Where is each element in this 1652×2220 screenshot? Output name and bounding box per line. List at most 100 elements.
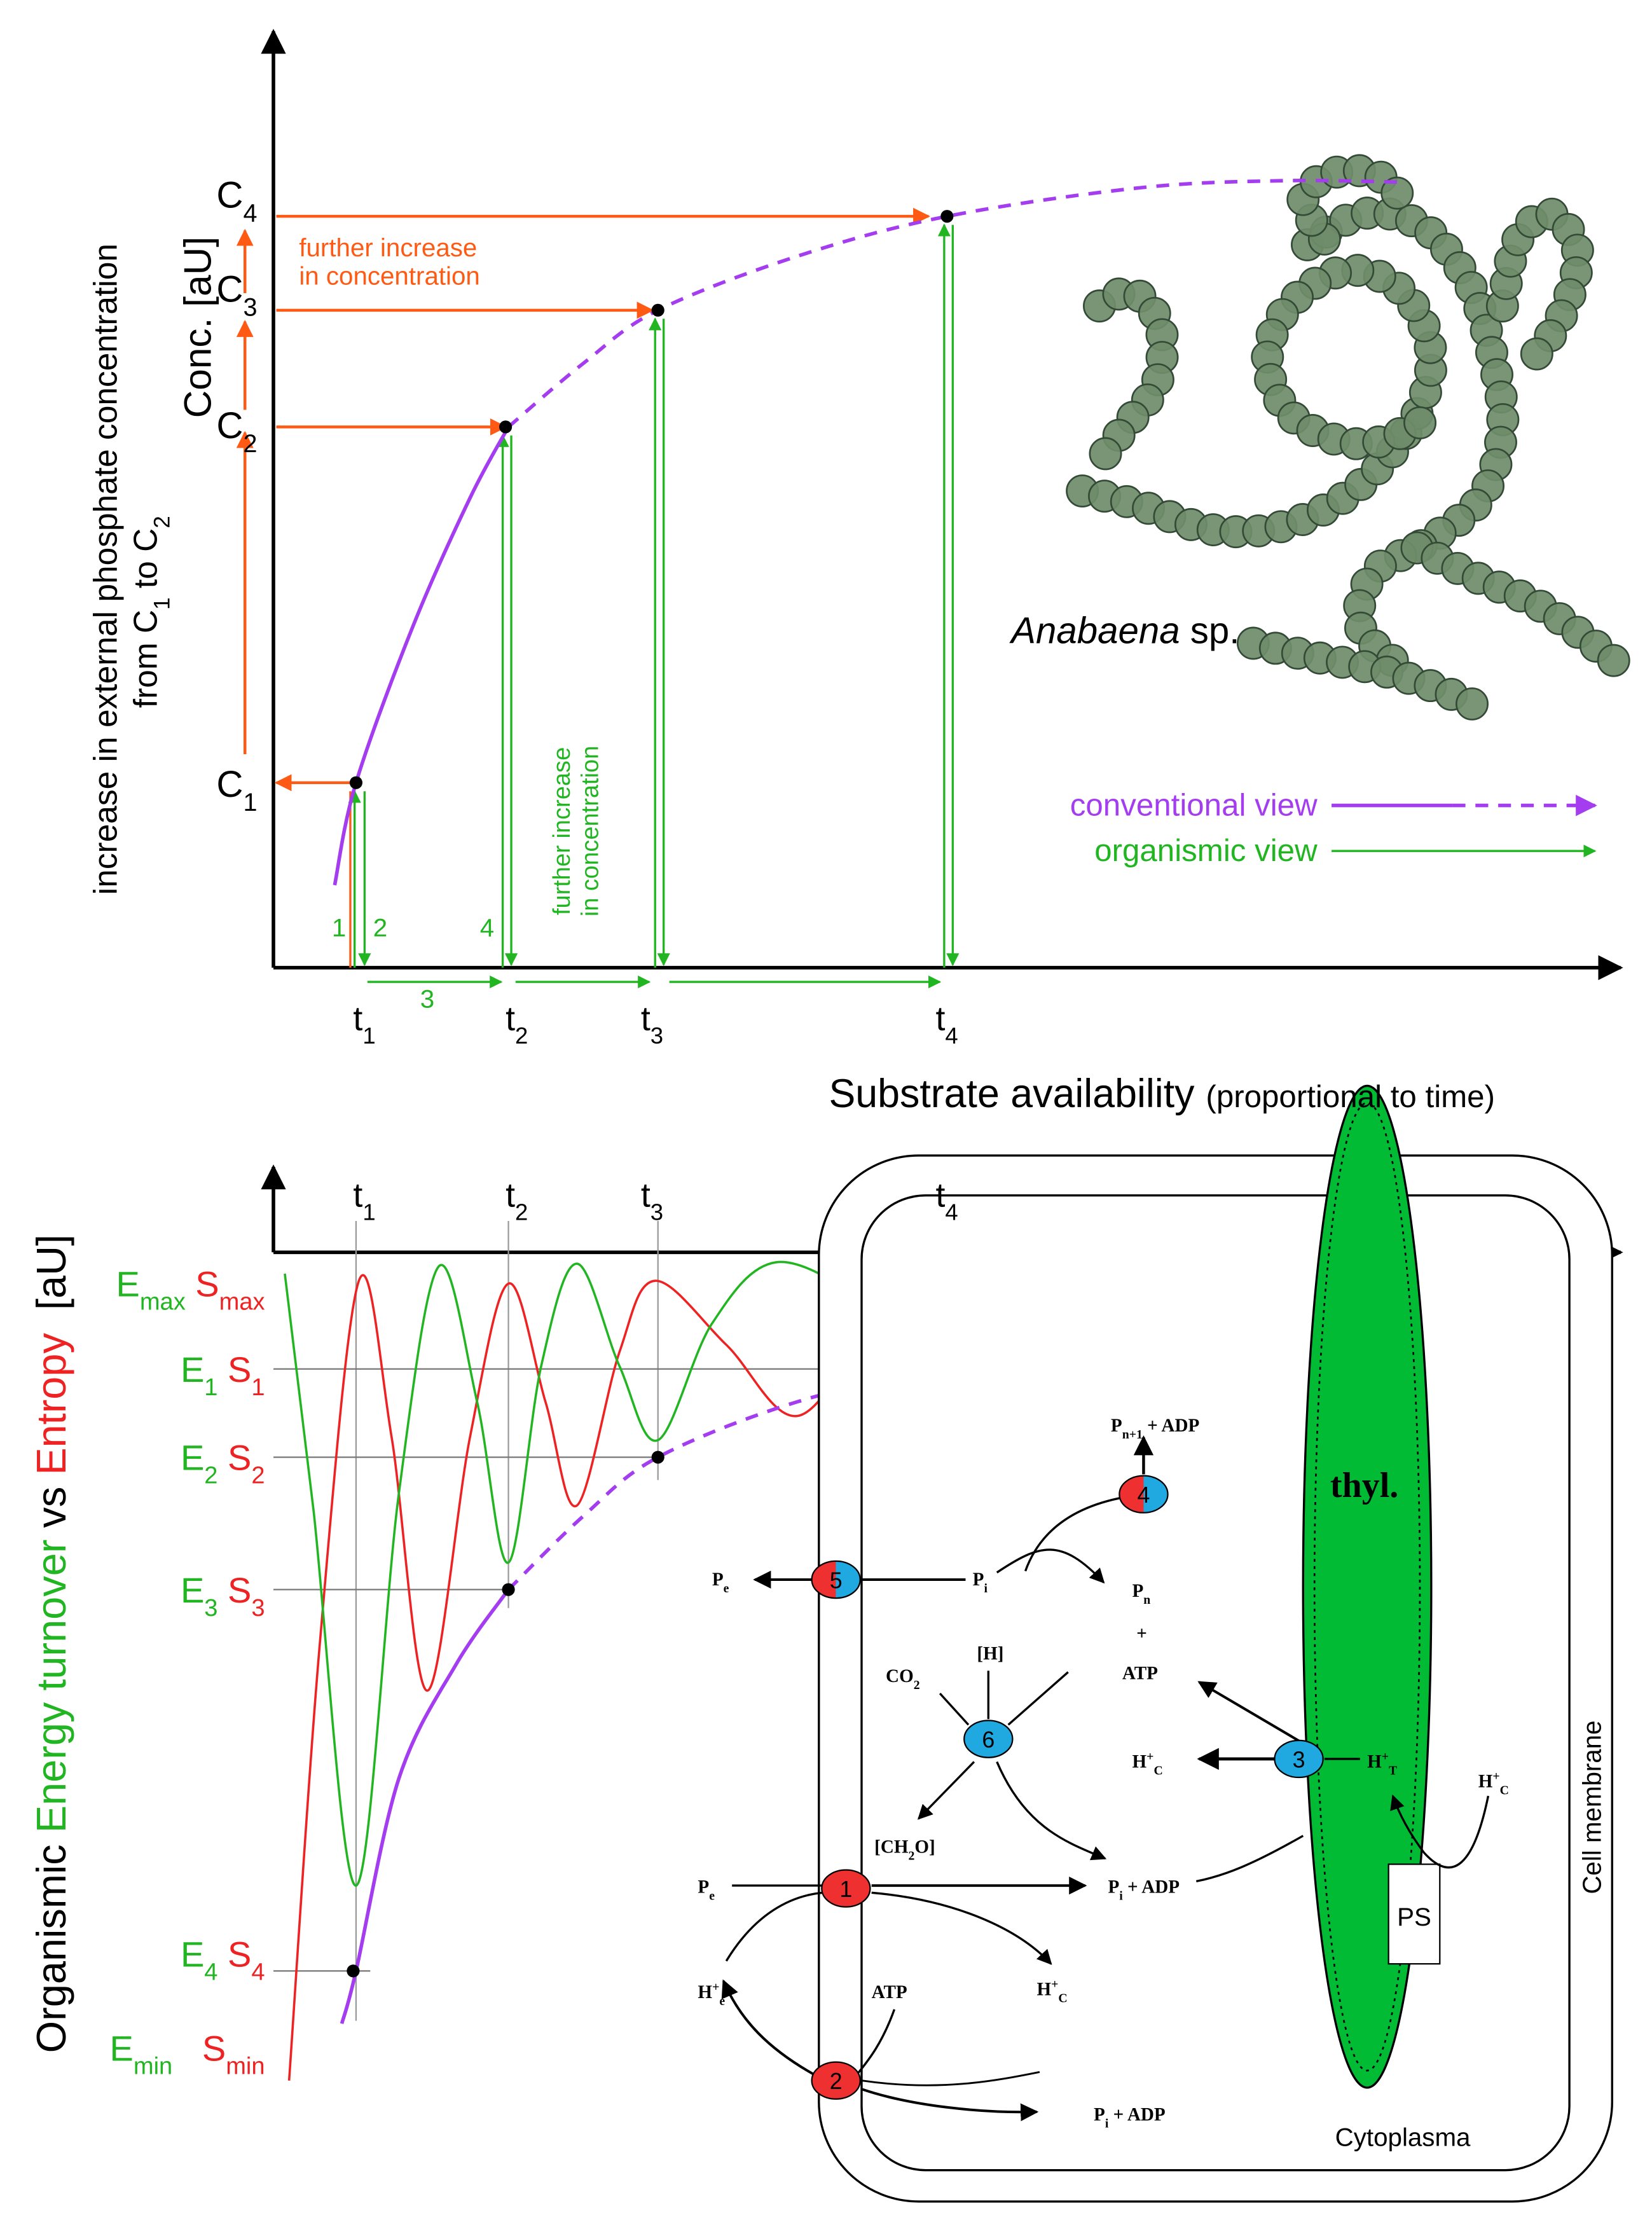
label: ATP	[872, 1982, 907, 2003]
text-part: vs	[28, 1475, 74, 1540]
text-part: n	[1143, 1593, 1150, 1607]
c-level: C4	[216, 175, 257, 228]
photosystem	[1387, 1863, 1441, 1965]
text-part: H	[1132, 1751, 1147, 1772]
text-part: +	[1492, 1770, 1499, 1784]
note: further increase	[299, 233, 477, 262]
species: Anabaena sp.	[1009, 610, 1239, 652]
text-part: 1	[204, 1374, 217, 1401]
cell-labels: Pe Pi Pn+1 + ADP Pn + ATP CO2 [H] [CH2O]…	[698, 1416, 1606, 2151]
thylakoid	[1302, 1084, 1433, 2089]
filament-cell	[1597, 644, 1630, 677]
text-part: i	[984, 1582, 988, 1596]
cytoplasm-label: Cytoplasma	[1335, 2123, 1471, 2152]
arrow	[1195, 1835, 1304, 1883]
text-part: t	[641, 1000, 650, 1038]
text-part: C	[1500, 1784, 1509, 1798]
text-part: E	[110, 2028, 134, 2068]
text-part: 2	[909, 1849, 915, 1863]
text-part: O]	[914, 1837, 935, 1858]
text-part: 2	[251, 1463, 265, 1489]
text-part: t	[353, 1000, 362, 1038]
label: ATP	[1122, 1664, 1158, 1684]
label: +	[1136, 1624, 1147, 1644]
level: Emax Smax	[116, 1264, 265, 1316]
conventional-curve	[507, 179, 1403, 429]
text-part: E	[116, 1264, 139, 1304]
arrow	[861, 2071, 1040, 2086]
text-part: max	[219, 1289, 265, 1316]
arrow	[996, 1761, 1107, 1861]
point	[651, 1451, 664, 1464]
text-part: +	[1146, 1749, 1153, 1763]
arrow	[721, 1979, 816, 2076]
text-part: from C	[127, 610, 163, 708]
text-part: P	[1111, 1416, 1122, 1436]
step: 4	[480, 914, 494, 942]
text-part: min	[226, 2053, 265, 2079]
text-part: 1	[251, 1374, 265, 1401]
text-part: +	[1051, 1977, 1058, 1991]
node	[821, 1869, 871, 1908]
text-part: 4	[251, 1959, 265, 1986]
text-part: 4	[945, 1023, 958, 1049]
text-part: 1	[149, 597, 174, 609]
level: E3 S3	[181, 1570, 265, 1622]
text-part: + ADP	[1123, 1877, 1180, 1897]
text-part: +	[1382, 1749, 1389, 1763]
text-part: E	[181, 1349, 204, 1389]
text-part: 2	[149, 516, 174, 528]
text-part: Organismic	[28, 1833, 74, 2053]
text-part: n+1	[1122, 1428, 1143, 1442]
label: H+C	[1036, 1977, 1067, 2005]
text-part: e	[724, 1582, 729, 1596]
text-part: CO	[886, 1666, 914, 1686]
shapes	[236, 29, 1630, 2203]
node	[963, 1720, 1014, 1758]
text-part: P	[1132, 1581, 1144, 1601]
label: Pi + ADP	[1108, 1877, 1180, 1903]
y-axis-label: increase in external phosphate concentra…	[87, 244, 124, 895]
text-part: S	[217, 1570, 251, 1610]
arrow	[996, 1548, 1105, 1584]
step: 3	[420, 984, 434, 1013]
text-part: [CH	[874, 1837, 909, 1858]
point	[651, 303, 664, 317]
text-part: P	[712, 1569, 724, 1590]
filament-cell	[1456, 687, 1489, 720]
label: Pn	[1132, 1581, 1151, 1607]
text-part: H	[698, 1982, 712, 2003]
thylakoid-label: thyl.	[1330, 1466, 1398, 1505]
text-part: C	[216, 268, 243, 310]
text-part: + ADP	[1108, 2104, 1165, 2125]
text-part: 4	[945, 1199, 958, 1225]
node-label: 6	[982, 1727, 995, 1753]
text-part: e	[709, 1889, 715, 1903]
text-part: H	[1478, 1772, 1493, 1792]
filament-cell	[1520, 337, 1553, 371]
arrow	[861, 2088, 1039, 2121]
arrow	[917, 1761, 975, 1820]
point	[349, 776, 362, 789]
arrow	[871, 1891, 1052, 1965]
label: [H]	[977, 1643, 1003, 1664]
level: E4 S4	[181, 1934, 265, 1986]
text-part: Anabaena	[1009, 610, 1180, 652]
text-part: 1	[362, 1199, 375, 1225]
text-part: 2	[914, 1678, 920, 1692]
level: Emin Smin	[110, 2028, 265, 2079]
text-part: P	[1108, 1877, 1119, 1897]
text-part: S	[217, 1438, 251, 1478]
label: Pi	[973, 1569, 988, 1596]
node	[811, 1560, 861, 1599]
text-part: t	[506, 1000, 515, 1038]
text-part: max	[140, 1289, 186, 1316]
text-part: t	[353, 1176, 362, 1215]
text-part: E	[181, 1934, 204, 1975]
text-part: 1	[243, 789, 257, 817]
text-part: 2	[515, 1023, 528, 1049]
text-part: +	[712, 1980, 719, 1994]
text-part: S	[172, 2028, 226, 2068]
text-part: C	[1153, 1763, 1162, 1777]
